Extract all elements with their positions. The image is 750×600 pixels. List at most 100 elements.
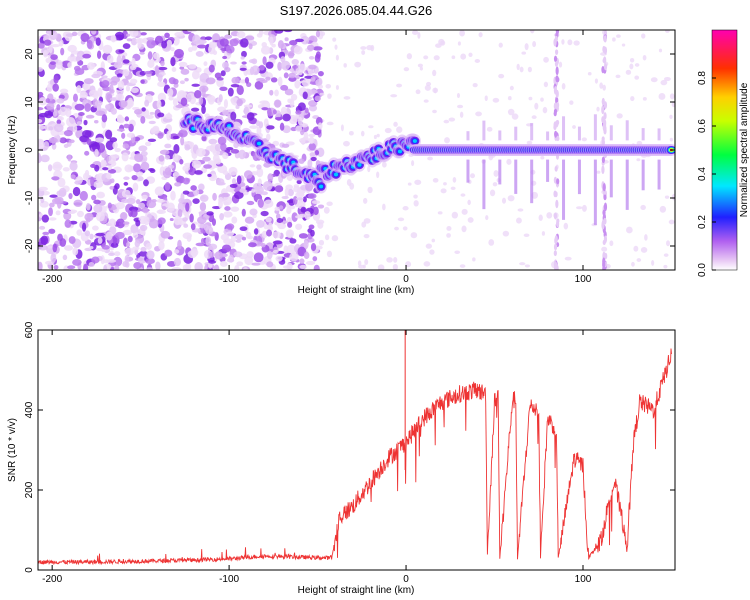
noise-blob <box>146 267 153 270</box>
noise-blob <box>118 100 128 108</box>
noise-blob <box>125 33 131 37</box>
faint-speckle <box>650 77 658 83</box>
noise-blob <box>157 66 168 71</box>
noise-blob <box>134 240 141 248</box>
noise-blob <box>297 102 306 111</box>
noise-blob <box>263 199 274 208</box>
noise-blob <box>148 120 156 125</box>
noise-blob <box>103 264 108 270</box>
noise-blob <box>107 169 117 174</box>
faint-speckle <box>382 203 386 211</box>
noise-blob <box>171 267 182 270</box>
faint-speckle <box>596 170 601 174</box>
faint-speckle <box>573 40 580 46</box>
track-spike <box>514 159 518 194</box>
noise-blob <box>303 240 309 249</box>
noise-blob <box>205 77 216 85</box>
noise-blob <box>300 123 309 128</box>
noise-blob <box>235 234 244 240</box>
noise-blob <box>53 123 64 133</box>
track-spike <box>641 128 645 141</box>
noise-blob <box>48 137 58 144</box>
noise-blob <box>107 202 112 209</box>
colorbar: 0.0 0.2 0.4 0.6 0.8 Normalized spectral ampl… <box>697 29 750 277</box>
faint-speckle <box>516 63 520 71</box>
vertical-streak <box>601 156 606 164</box>
noise-blob <box>178 61 188 67</box>
noise-blob <box>38 186 48 192</box>
vertical-streak <box>603 202 608 212</box>
faint-speckle <box>457 41 461 46</box>
noise-blob <box>266 250 273 260</box>
faint-speckle <box>425 243 433 249</box>
noise-blob <box>183 223 189 228</box>
faint-speckle <box>382 161 387 168</box>
snr-ylabel: SNR (10 * v/v) <box>7 418 18 482</box>
faint-speckle <box>669 93 675 100</box>
faint-speckle <box>493 170 499 177</box>
faint-speckle <box>319 92 325 96</box>
noise-blob <box>298 233 308 239</box>
faint-speckle <box>546 212 553 219</box>
noise-blob <box>38 140 45 149</box>
noise-blob <box>182 165 191 172</box>
noise-blob <box>256 164 262 170</box>
noise-blob <box>244 76 250 84</box>
vertical-streak <box>602 45 606 53</box>
noise-blob <box>116 218 125 229</box>
noise-blob <box>287 188 294 197</box>
noise-blob <box>235 105 240 109</box>
noise-blob <box>67 265 76 270</box>
noise-blob <box>106 54 114 64</box>
spectrogram-xtick-label: 0 <box>403 274 409 285</box>
noise-blob <box>38 42 45 49</box>
faint-speckle <box>396 126 403 134</box>
noise-blob <box>220 70 226 77</box>
faint-speckle <box>543 81 549 88</box>
noise-blob <box>307 100 318 107</box>
faint-speckle <box>581 137 587 142</box>
noise-blob <box>295 74 300 80</box>
faint-speckle <box>668 219 675 225</box>
faint-speckle <box>640 204 646 211</box>
noise-blob <box>110 178 115 184</box>
noise-blob <box>123 176 130 180</box>
faint-speckle <box>543 56 549 63</box>
noise-blob <box>81 222 87 232</box>
noise-blob <box>97 87 103 98</box>
noise-blob <box>144 99 150 107</box>
noise-blob <box>42 231 50 236</box>
noise-blob <box>287 98 293 104</box>
noise-blob <box>277 76 283 87</box>
noise-blob <box>114 264 120 270</box>
faint-speckle <box>364 259 369 265</box>
vertical-streak <box>553 121 557 129</box>
noise-blob <box>50 54 58 60</box>
noise-blob <box>314 53 321 63</box>
noise-blob <box>77 60 84 66</box>
faint-speckle <box>587 72 592 76</box>
noise-blob <box>308 64 317 70</box>
noise-blob <box>214 143 221 152</box>
noise-blob <box>164 32 170 39</box>
noise-blob <box>46 83 53 93</box>
track-spike <box>482 159 486 210</box>
noise-blob <box>215 158 222 165</box>
noise-blob <box>229 38 239 47</box>
noise-blob <box>40 235 49 246</box>
noise-blob <box>190 223 196 231</box>
noise-blob <box>266 229 273 237</box>
noise-blob <box>76 85 82 94</box>
noise-blob <box>86 138 92 146</box>
colorbar-label: Normalized spectral amplitude <box>739 82 750 217</box>
noise-blob <box>113 256 123 267</box>
noise-blob <box>254 81 264 90</box>
noise-blob <box>65 108 72 118</box>
noise-blob <box>40 154 50 163</box>
noise-blob <box>58 187 67 198</box>
noise-blob <box>274 30 284 34</box>
noise-blob <box>220 142 227 152</box>
noise-blob <box>222 109 229 116</box>
noise-blob <box>310 243 317 252</box>
